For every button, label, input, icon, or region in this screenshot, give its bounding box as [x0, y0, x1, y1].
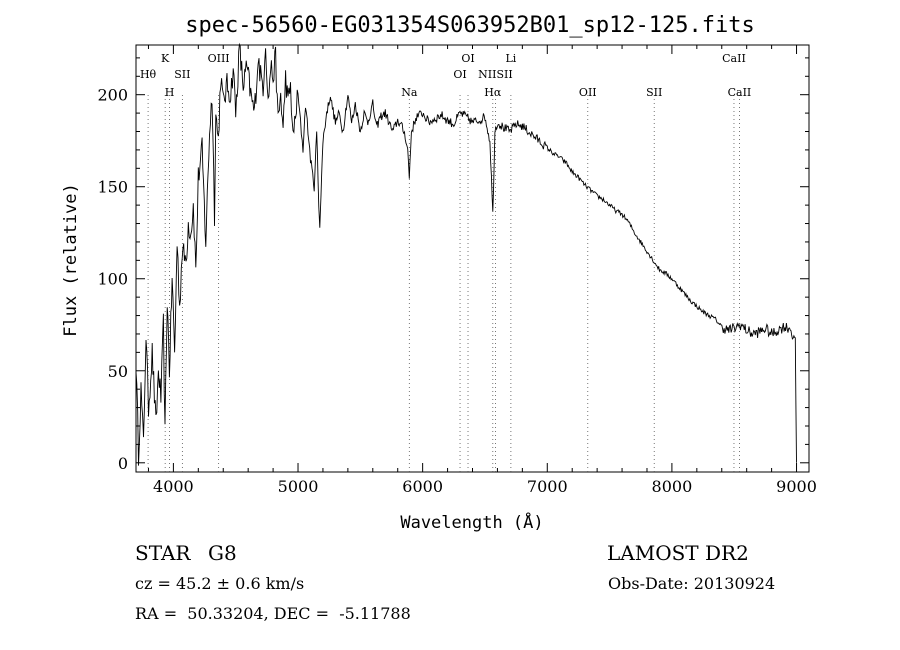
spectral-line-label: K [161, 52, 170, 65]
survey-label: LAMOST DR2 [607, 541, 749, 565]
spectral-line-label: OII [579, 86, 597, 99]
chart-title: spec-56560-EG031354S063952B01_sp12-125.f… [185, 13, 755, 38]
x-tick-label: 7000 [527, 477, 568, 496]
spectral-line-label: Hθ [140, 68, 157, 81]
y-tick-label: 100 [97, 270, 128, 289]
spectral-line-label: SII [174, 68, 190, 81]
x-tick-label: 8000 [652, 477, 693, 496]
spectral-line-label: OIII [208, 52, 230, 65]
y-tick-label: 50 [108, 362, 128, 381]
x-axis-label: Wavelength (Å) [400, 511, 543, 533]
class-label: STAR [135, 541, 191, 565]
x-tick-label: 9000 [776, 477, 817, 496]
subclass-label: G8 [208, 541, 237, 565]
spectral-line-label: Na [401, 86, 418, 99]
obs-date-label: Obs-Date: 20130924 [608, 574, 776, 593]
spectral-line-label: NIISII [478, 68, 513, 81]
x-tick-label: 6000 [402, 477, 443, 496]
spectral-line-label: OI [453, 68, 466, 81]
spectral-line-label: CaII [722, 52, 746, 65]
plot-frame [135, 44, 810, 473]
spectral-line-label: OI [461, 52, 474, 65]
spectral-line-label: H [165, 86, 175, 99]
redshift-label: cz = 45.2 ± 0.6 km/s [135, 574, 305, 593]
plot-area: 4000 5000 6000 7000 8000 9000050100150200HθKS… [97, 42, 817, 496]
y-tick-label: 150 [97, 178, 128, 197]
spectral-line-label: CaII [728, 86, 752, 99]
coordinates-label: RA = 50.33204, DEC = -5.11788 [135, 604, 411, 623]
y-tick-label: 200 [97, 86, 128, 105]
x-tick-label: 5000 [278, 477, 319, 496]
spectrum-chart: spec-56560-EG031354S063952B01_sp12-125.f… [61, 13, 817, 533]
spectral-line-label: Li [505, 52, 516, 65]
spectral-line-label: Hα [484, 86, 502, 99]
y-axis-label: Flux (relative) [61, 183, 81, 337]
spectral-line-label: SII [646, 86, 662, 99]
spectrum-line [135, 42, 797, 466]
x-tick-label: 4000 [153, 477, 194, 496]
y-tick-label: 0 [118, 454, 128, 473]
